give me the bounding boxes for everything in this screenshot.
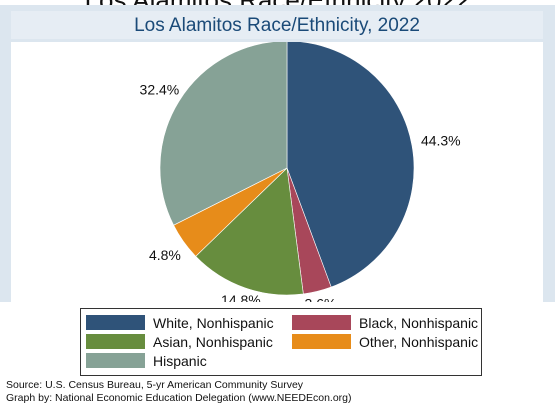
legend-swatch-hispanic [86, 353, 145, 368]
chart-title: Los Alamitos Race/Ethnicity, 2022 [134, 15, 420, 36]
legend-label-black: Black, Nonhispanic [359, 314, 479, 331]
pie-slice-asian [195, 167, 304, 296]
legend-swatch-white [86, 315, 145, 330]
legend-item-black: Black, Nonhispanic [292, 314, 478, 331]
pie-chart: 44.3% 3.6% 14.8% 4.8% 32.4% [140, 42, 461, 302]
legend-item-white: White, Nonhispanic [86, 314, 274, 331]
slice-label-black: 3.6% [305, 296, 337, 302]
chart-notes: Source: U.S. Census Bureau, 5-yr America… [6, 379, 352, 405]
legend-item-hispanic: Hispanic [86, 352, 207, 369]
chart-title-bar: Los Alamitos Race/Ethnicity, 2022 [11, 11, 543, 39]
source-note: Source: U.S. Census Bureau, 5-yr America… [6, 379, 304, 391]
legend-swatch-black [292, 315, 351, 330]
slice-label-asian: 14.8% [221, 292, 261, 302]
pie-slice-white [286, 42, 415, 288]
legend-label-hispanic: Hispanic [153, 352, 207, 369]
credit-note: Graph by: National Economic Education De… [6, 392, 352, 404]
chart-panel: Los Alamitos Race/Ethnicity, 2022 44.3% 3… [0, 5, 555, 302]
legend-label-other: Other, Nonhispanic [359, 333, 479, 350]
slice-label-other: 4.8% [149, 247, 181, 263]
legend-item-other: Other, Nonhispanic [292, 333, 478, 350]
legend-swatch-asian [86, 334, 145, 349]
legend-item-asian: Asian, Nonhispanic [86, 333, 273, 350]
chart-legend: White, Nonhispanic Black, Nonhispanic As… [80, 308, 482, 376]
slice-label-hispanic: 32.4% [140, 81, 180, 97]
legend-label-white: White, Nonhispanic [153, 314, 274, 331]
slice-label-white: 44.3% [421, 132, 461, 148]
legend-swatch-other [292, 334, 351, 349]
legend-label-asian: Asian, Nonhispanic [153, 333, 273, 350]
pie-slice-hispanic [159, 42, 288, 226]
plot-area: 44.3% 3.6% 14.8% 4.8% 32.4% [11, 42, 543, 302]
